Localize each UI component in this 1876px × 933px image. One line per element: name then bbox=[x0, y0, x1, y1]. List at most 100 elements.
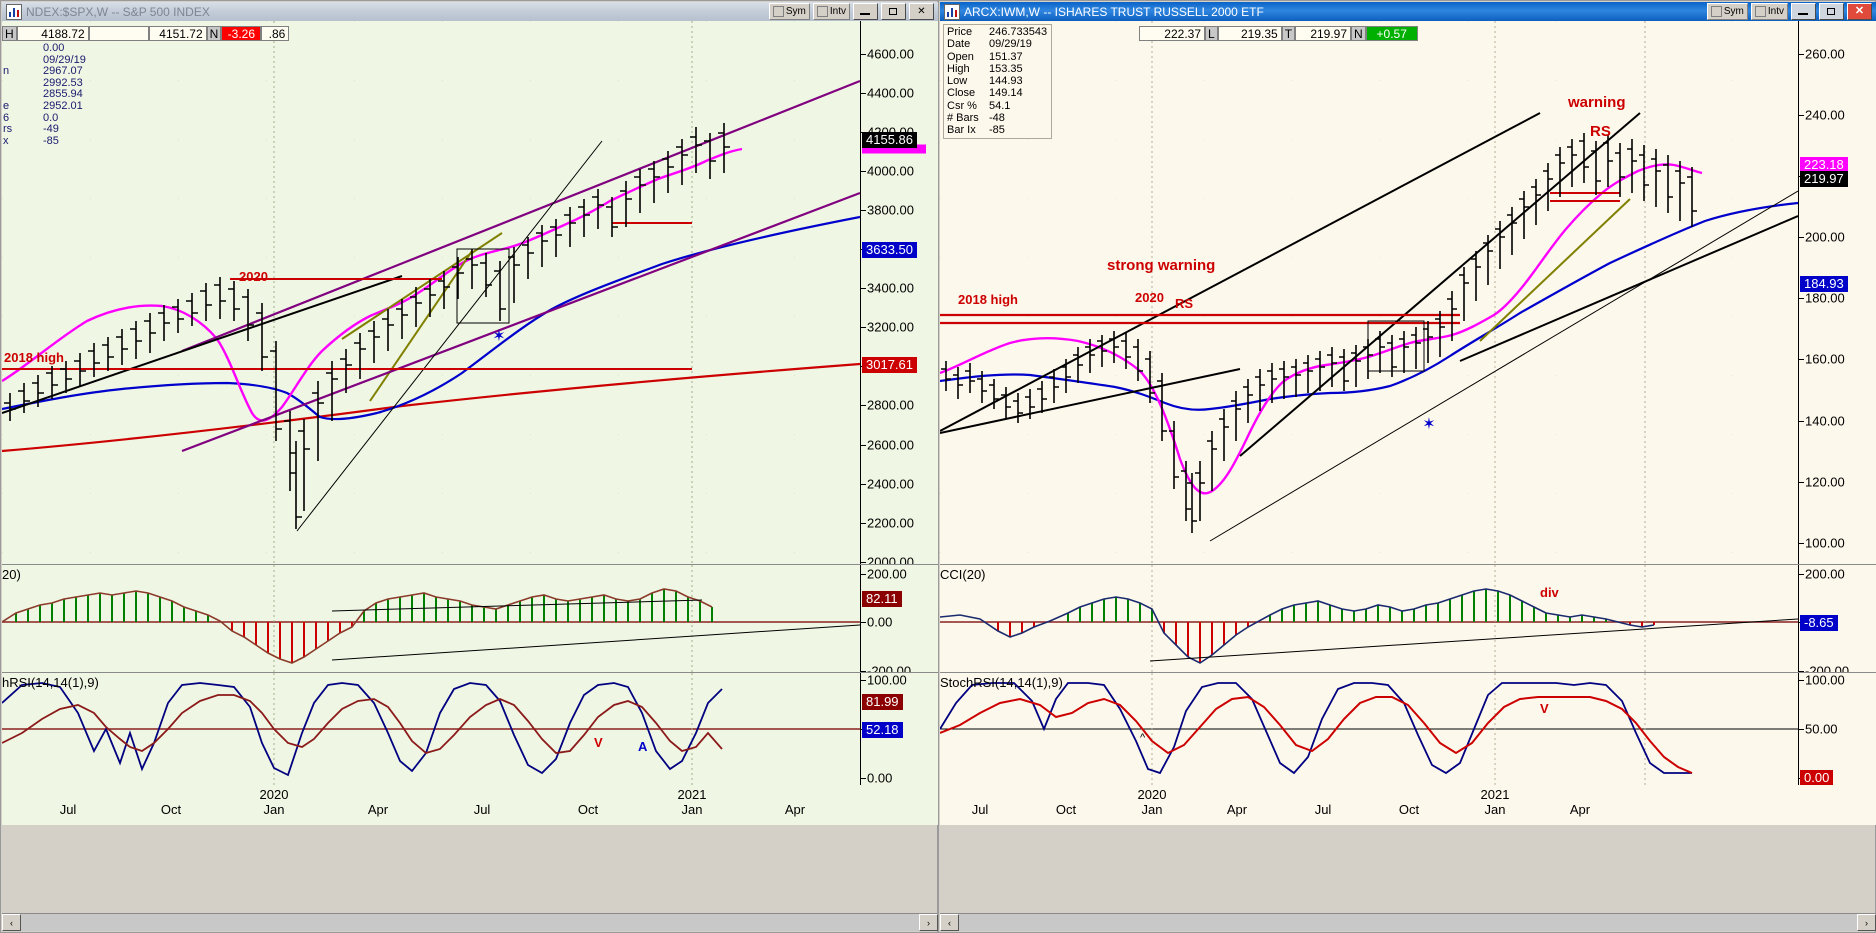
svg-text:✶: ✶ bbox=[492, 328, 505, 345]
titlebar-spx[interactable]: NDEX:$SPX,W -- S&P 500 INDEX Sym Intv ✕ bbox=[2, 2, 938, 21]
close-icon: ✕ bbox=[1854, 5, 1865, 17]
sym-button-iwm[interactable]: Sym bbox=[1706, 3, 1748, 20]
data-row: 09/29/19 bbox=[3, 54, 86, 67]
data-row: rs -49 bbox=[3, 124, 86, 136]
sym-icon bbox=[1710, 6, 1722, 17]
data-value: 2855.94 bbox=[43, 88, 83, 101]
titlebar-iwm[interactable]: ARCX:IWM,W -- ISHARES TRUST RUSSELL 2000… bbox=[940, 2, 1876, 21]
axis-highlight-blue: 3633.50 bbox=[862, 242, 917, 258]
quote-bar-iwm[interactable]: 222.37 L 219.35 T 219.97 N +0.57 bbox=[1139, 26, 1418, 41]
minimize-icon bbox=[860, 13, 870, 15]
scroll-right-arrow[interactable]: › bbox=[1857, 914, 1876, 931]
annotation-strong-warning-iwm: strong warning bbox=[1107, 257, 1216, 274]
restore-button-spx[interactable] bbox=[881, 3, 906, 20]
scroll-track[interactable] bbox=[959, 914, 1857, 931]
scroll-right-arrow[interactable]: › bbox=[919, 914, 938, 931]
price-plot-iwm[interactable]: ✶ bbox=[940, 21, 1798, 564]
x-axis-month: Apr bbox=[1569, 802, 1591, 817]
cci-chart-svg-iwm bbox=[940, 565, 1798, 672]
quote-change-alt: .86 bbox=[261, 26, 290, 41]
x-axis-spx: 2020 2021 Jul Oct Jan Apr Jul Oct Jan Ap… bbox=[2, 785, 938, 825]
quote-tick-value-iwm[interactable]: 219.97 bbox=[1295, 26, 1352, 41]
stochrsi-plot-spx[interactable]: V A hRSI(14,14(1),9) bbox=[2, 673, 860, 785]
stochrsi-plot-iwm[interactable]: V ^ StochRSI(14,14(1),9) bbox=[940, 673, 1798, 785]
quote-change-value: -3.26 bbox=[221, 26, 262, 41]
sym-button-spx[interactable]: Sym bbox=[768, 3, 810, 20]
close-button-spx[interactable]: ✕ bbox=[909, 3, 934, 20]
quote-last-value[interactable]: 4151.72 bbox=[148, 26, 207, 41]
restore-button-iwm[interactable] bbox=[1819, 3, 1844, 20]
data-row: x -85 bbox=[3, 135, 86, 148]
intv-button-iwm[interactable]: Intv bbox=[1750, 3, 1788, 20]
stochrsi-axis-spx[interactable]: 100.00 0.00 81.99 52.18 bbox=[860, 673, 938, 786]
cci-plot-spx[interactable]: 20) bbox=[2, 565, 860, 672]
data-key: Low bbox=[947, 75, 968, 88]
data-key: Close bbox=[947, 87, 976, 100]
stochrsi-axis-iwm[interactable]: 100.00 50.00 0.00 bbox=[1798, 673, 1876, 786]
stochrsi-pane-iwm: V ^ StochRSI(14,14(1),9) 100.00 50.00 0.… bbox=[940, 672, 1876, 786]
cci-axis-spx[interactable]: 200.00 0.00 -200.00 82.11 bbox=[860, 565, 938, 679]
quote-high-value[interactable]: 4188.72 bbox=[16, 26, 89, 41]
cci-label-iwm: CCI(20) bbox=[940, 567, 986, 582]
close-button-iwm[interactable]: ✕ bbox=[1847, 3, 1872, 20]
data-row: e 2952.01 bbox=[3, 100, 86, 113]
data-row: n 2967.07 bbox=[3, 66, 86, 78]
quote-bar-spx[interactable]: H 4188.72 4151.72 N -3.26 .86 bbox=[2, 26, 290, 41]
intv-icon bbox=[816, 6, 828, 17]
price-chart-svg-spx: ✶ bbox=[2, 21, 860, 564]
axis-highlight-ma bbox=[862, 144, 926, 154]
price-pane-iwm: ✶ bbox=[940, 21, 1876, 564]
axis-tick-label: 50.00 bbox=[1805, 721, 1838, 737]
horizontal-scrollbar-iwm[interactable]: ‹ › bbox=[940, 913, 1876, 931]
data-value: 151.37 bbox=[989, 50, 1023, 63]
horizontal-scrollbar-spx[interactable]: ‹ › bbox=[2, 913, 938, 931]
intv-button-spx[interactable]: Intv bbox=[812, 3, 850, 20]
quote-blank-field[interactable] bbox=[88, 26, 149, 41]
minimize-button-spx[interactable] bbox=[853, 3, 878, 20]
data-row: Csr % 54.1 bbox=[947, 100, 1047, 112]
data-value: 144.93 bbox=[989, 75, 1023, 88]
quote-low-value-iwm[interactable]: 219.35 bbox=[1217, 26, 1282, 41]
x-axis-year: 2021 bbox=[677, 787, 707, 802]
window-title-spx: NDEX:$SPX,W -- S&P 500 INDEX bbox=[26, 4, 210, 19]
price-axis-spx[interactable]: 4600.00 4400.00 4200.00 4000.00 3800.00 … bbox=[860, 21, 938, 570]
annotation-2018-high-iwm: 2018 high bbox=[958, 292, 1018, 307]
chart-window-iwm[interactable]: ARCX:IWM,W -- ISHARES TRUST RUSSELL 2000… bbox=[938, 0, 1876, 933]
quote-net-tag-iwm: N bbox=[1351, 26, 1366, 41]
cci-axis-iwm[interactable]: 200.00 -200.00 -8.65 bbox=[1798, 565, 1876, 679]
data-value: -48 bbox=[989, 112, 1005, 125]
annotation-rs-top-iwm: RS bbox=[1590, 123, 1611, 140]
titlebar-buttons-iwm: Sym Intv ✕ bbox=[1706, 3, 1874, 20]
x-axis-month: Jan bbox=[681, 802, 703, 817]
data-value: 153.35 bbox=[989, 62, 1023, 75]
data-key: rs bbox=[3, 123, 13, 136]
x-axis-month: Jan bbox=[1484, 802, 1506, 817]
scroll-track[interactable] bbox=[21, 914, 919, 931]
chart-window-spx[interactable]: NDEX:$SPX,W -- S&P 500 INDEX Sym Intv ✕ bbox=[0, 0, 938, 933]
scroll-left-arrow[interactable]: ‹ bbox=[940, 914, 959, 931]
price-plot-spx[interactable]: ✶ bbox=[2, 21, 860, 564]
data-row: Open 151.37 bbox=[947, 51, 1047, 63]
data-panel-iwm: Price 246.733543 Date 09/29/19 Open 151.37 … bbox=[943, 24, 1053, 139]
x-axis-month: Jan bbox=[1141, 802, 1163, 817]
quote-last-value-iwm[interactable]: 222.37 bbox=[1139, 26, 1205, 41]
cci-plot-iwm[interactable]: CCI(20) div bbox=[940, 565, 1798, 672]
price-axis-iwm[interactable]: 260.00 240.00 200.00 180.00 160.00 140.0… bbox=[1798, 21, 1876, 564]
axis-tick-label: 120.00 bbox=[1805, 474, 1845, 490]
axis-tick-label: 3200.00 bbox=[867, 319, 914, 335]
titlebar-buttons-spx: Sym Intv ✕ bbox=[768, 3, 936, 20]
svg-text:A: A bbox=[638, 739, 648, 754]
x-axis-month: Jan bbox=[263, 802, 285, 817]
data-value: 246.733543 bbox=[989, 26, 1048, 38]
scroll-left-arrow[interactable]: ‹ bbox=[2, 914, 21, 931]
cci-pane-spx: 20) 200.00 0.00 -200.00 82.11 bbox=[2, 564, 938, 679]
axis-highlight-stoch-iwm: 0.00 bbox=[1800, 770, 1834, 786]
axis-tick-label: 4400.00 bbox=[867, 85, 914, 101]
minimize-button-iwm[interactable] bbox=[1791, 3, 1816, 20]
data-row: High 153.35 bbox=[947, 63, 1047, 75]
axis-highlight-blue-iwm: 184.93 bbox=[1800, 276, 1848, 292]
x-axis-month: Jul bbox=[1314, 802, 1332, 817]
x-axis-month: Jul bbox=[473, 802, 491, 817]
axis-highlight-stoch-k: 81.99 bbox=[862, 694, 903, 710]
data-panel-spx: 0.00 09/29/19 n 2967.07 2992.53 2855.94 e… bbox=[3, 42, 86, 148]
